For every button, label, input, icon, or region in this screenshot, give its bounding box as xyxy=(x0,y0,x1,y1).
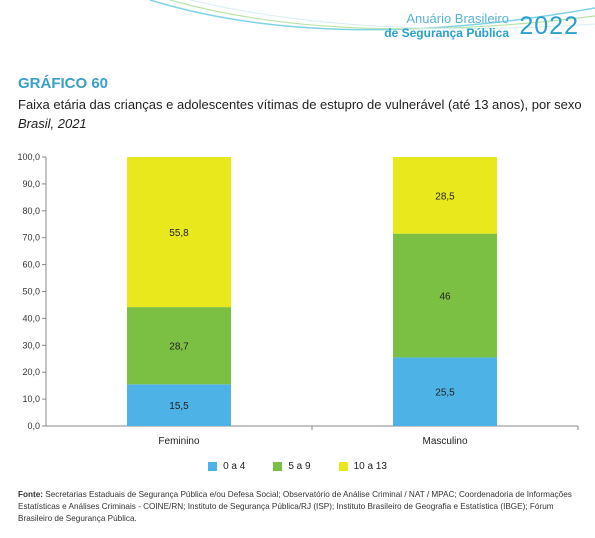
legend-item: 10 a 13 xyxy=(338,461,387,472)
bar-segment-5-a-9 xyxy=(393,233,497,358)
legend-label: 5 a 9 xyxy=(288,461,311,472)
y-tick-label: 30,0 xyxy=(22,340,40,350)
legend-item: 0 a 4 xyxy=(208,461,245,472)
y-tick-label: 0,0 xyxy=(27,421,40,431)
brand-year: 2022 xyxy=(519,12,579,40)
legend-item: 5 a 9 xyxy=(273,461,311,472)
bar-segment-5-a-9 xyxy=(127,307,231,385)
bar-data-label: 15,5 xyxy=(169,401,189,412)
y-tick-label: 50,0 xyxy=(22,287,40,297)
y-tick-label: 80,0 xyxy=(22,206,40,216)
source-note: Fonte: Secretarias Estaduais de Seguranç… xyxy=(18,489,578,525)
y-tick-label: 10,0 xyxy=(22,394,40,404)
y-tick-label: 70,0 xyxy=(22,233,40,243)
stacked-bar-chart: 0,0 10,0 20,0 30,0 40,0 50,0 60,0 70,0 80,0 90,0 1… xyxy=(17,152,579,447)
y-tick-label: 40,0 xyxy=(22,313,40,323)
legend-swatch xyxy=(338,462,348,471)
brand-name: Anuário Brasileiro de Segurança Pública xyxy=(384,11,509,41)
source-label: Fonte: xyxy=(18,490,44,499)
y-tick-label: 90,0 xyxy=(22,179,40,189)
bar-segment-10-a-13 xyxy=(393,157,497,234)
bar-segment-10-a-13 xyxy=(127,157,231,308)
x-category-label: Masculino xyxy=(422,436,467,447)
bar-data-label: 28,7 xyxy=(169,342,189,353)
header-swoosh-decoration xyxy=(149,0,595,31)
y-tick-label: 60,0 xyxy=(22,260,40,270)
chart-subtitle: Brasil, 2021 xyxy=(18,116,87,131)
brand-line1: Anuário Brasileiro xyxy=(406,11,509,26)
bar-segment-0-a-4 xyxy=(127,384,231,426)
bar-data-label: 46 xyxy=(439,292,451,303)
chart-title: Faixa etária das crianças e adolescentes… xyxy=(18,97,582,112)
legend-swatch xyxy=(273,462,283,471)
brand-line2: de Segurança Pública xyxy=(384,26,509,40)
bar-data-label: 28,5 xyxy=(435,191,455,202)
chart-number-label: GRÁFICO 60 xyxy=(18,75,109,92)
bar-data-label: 55,8 xyxy=(169,228,189,239)
source-text: Secretarias Estaduais de Segurança Públi… xyxy=(18,490,572,523)
bar-data-label: 25,5 xyxy=(435,388,455,399)
chart-legend: 0 a 4 5 a 9 10 a 13 xyxy=(0,461,595,472)
legend-label: 0 a 4 xyxy=(223,461,246,472)
y-tick-label: 20,0 xyxy=(22,367,40,377)
x-category-label: Feminino xyxy=(158,436,200,447)
legend-swatch xyxy=(208,462,218,471)
y-tick-label: 100,0 xyxy=(17,152,40,162)
legend-label: 10 a 13 xyxy=(353,461,387,472)
bar-segment-0-a-4 xyxy=(393,357,497,426)
